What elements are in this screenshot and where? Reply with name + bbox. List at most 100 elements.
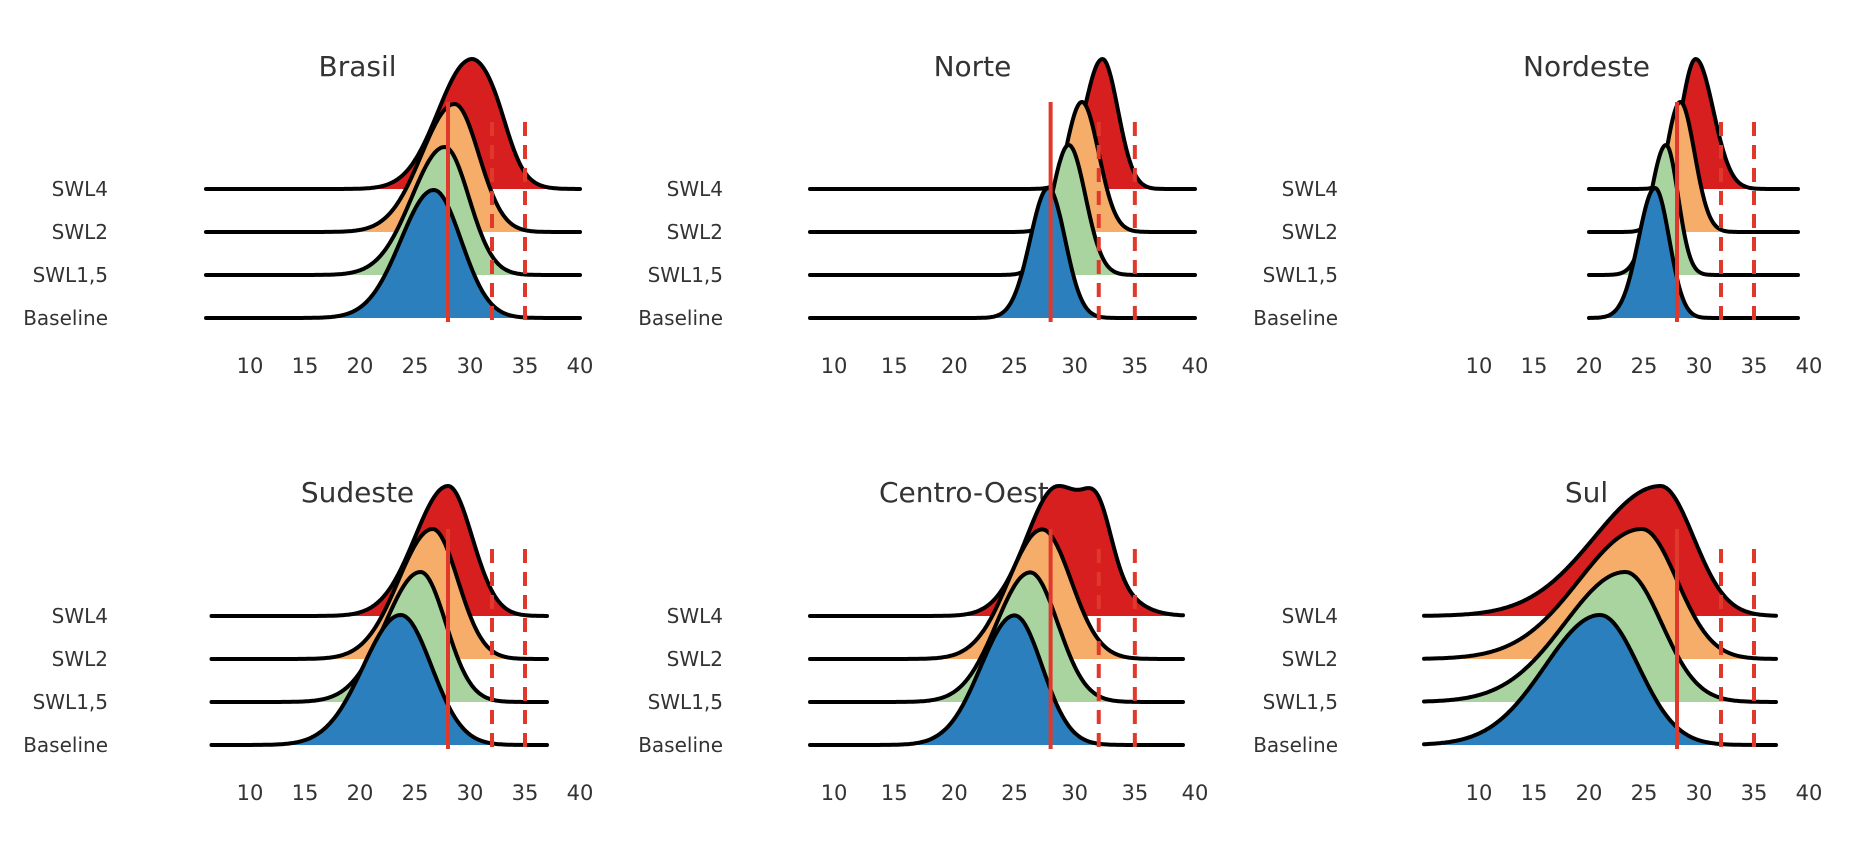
ridge-outline-swl1-5 <box>204 145 582 277</box>
series-label: SWL4 <box>52 177 108 201</box>
ridge-fill-swl4 <box>810 486 1183 616</box>
series-label: SWL2 <box>667 220 723 244</box>
ridge-outline-swl1-5 <box>1587 143 1800 277</box>
panel-sul: Sul SWL4 SWL2 SWL1,5 Baseline 10 15 20 25 30 35 40 <box>1253 476 1822 805</box>
x-tick-label: 30 <box>1061 781 1088 805</box>
ridge-fill-baseline <box>211 615 547 745</box>
series-label: Baseline <box>638 306 723 330</box>
series-label: SWL2 <box>1282 647 1338 671</box>
ridge-fill-swl2 <box>211 529 547 659</box>
x-tick-label: 40 <box>1182 781 1209 805</box>
ridge-fill-swl4 <box>1589 59 1798 189</box>
x-tick-label: 10 <box>237 781 264 805</box>
x-tick-label: 30 <box>1686 781 1713 805</box>
x-tick-label: 30 <box>1686 354 1713 378</box>
x-tick-label: 40 <box>567 354 594 378</box>
x-tick-label: 15 <box>881 781 908 805</box>
series-label: SWL2 <box>1282 220 1338 244</box>
series-label: SWL4 <box>667 604 723 628</box>
x-tick-label: 30 <box>1061 354 1088 378</box>
ridge-outline-swl4 <box>209 484 549 618</box>
ridge-fill-swl2 <box>1589 102 1798 232</box>
ridge-fill-swl2 <box>206 104 580 232</box>
x-tick-label: 40 <box>1182 354 1209 378</box>
ridge-outline-swl2 <box>808 527 1185 661</box>
ridge-fill-baseline <box>1424 615 1776 745</box>
series-label: SWL1,5 <box>648 263 723 287</box>
x-tick-label: 15 <box>1521 781 1548 805</box>
ridge-fill-baseline <box>1589 188 1798 318</box>
x-tick-label: 10 <box>821 781 848 805</box>
ridge-outline-baseline <box>1422 613 1778 747</box>
series-label: Baseline <box>1253 733 1338 757</box>
x-tick-label: 40 <box>567 781 594 805</box>
ridge-fill-swl4 <box>211 486 547 616</box>
ridge-outline-swl4 <box>1587 57 1800 191</box>
x-tick-label: 35 <box>512 781 539 805</box>
panel-title: Sul <box>1565 476 1608 509</box>
series-label: Baseline <box>1253 306 1338 330</box>
ridge-outline-swl2 <box>808 100 1197 234</box>
ridge-fill-baseline <box>810 188 1195 318</box>
series-label: Baseline <box>23 733 108 757</box>
x-tick-label: 15 <box>292 354 319 378</box>
ridge-outline-baseline <box>204 188 582 320</box>
series-label: SWL4 <box>667 177 723 201</box>
x-tick-label: 30 <box>457 781 484 805</box>
panel-title: Brasil <box>318 50 396 83</box>
ridge-outline-swl1-5 <box>808 570 1185 704</box>
panel-brasil: Brasil SWL4 SWL2 SWL1,5 Baseline 10 15 20 25 30 35… <box>23 50 593 378</box>
x-tick-label: 35 <box>1741 781 1768 805</box>
ridge-outline-baseline <box>1587 186 1800 320</box>
panel-title: Norte <box>934 50 1012 83</box>
x-tick-label: 15 <box>881 354 908 378</box>
ridge-outline-swl1-5 <box>808 143 1197 277</box>
ridge-fill-swl2 <box>810 102 1195 232</box>
ridge-fill-swl4 <box>206 59 580 189</box>
x-tick-label: 35 <box>1121 781 1148 805</box>
ridge-fill-swl1-5 <box>206 147 580 275</box>
x-tick-label: 25 <box>1001 781 1028 805</box>
ridge-outline-swl2 <box>1587 100 1800 234</box>
series-label: SWL1,5 <box>1263 263 1338 287</box>
x-tick-label: 20 <box>941 354 968 378</box>
x-tick-label: 20 <box>1576 354 1603 378</box>
x-tick-label: 25 <box>1001 354 1028 378</box>
x-tick-label: 30 <box>457 354 484 378</box>
series-label: SWL1,5 <box>33 263 108 287</box>
ridge-outline-swl2 <box>1422 527 1778 661</box>
series-label: SWL4 <box>1282 177 1338 201</box>
ridge-outline-swl4 <box>808 57 1197 191</box>
series-label: SWL1,5 <box>1263 690 1338 714</box>
x-tick-label: 15 <box>292 781 319 805</box>
series-label: SWL4 <box>1282 604 1338 628</box>
x-tick-label: 10 <box>1466 781 1493 805</box>
panel-nordeste: Nordeste SWL4 SWL2 SWL1,5 Baseline 10 15 20 25 30… <box>1253 50 1822 378</box>
series-label: SWL2 <box>52 647 108 671</box>
series-label: SWL1,5 <box>33 690 108 714</box>
ridge-outline-baseline <box>808 186 1197 320</box>
x-tick-label: 10 <box>237 354 264 378</box>
series-label: Baseline <box>638 733 723 757</box>
series-label: Baseline <box>23 306 108 330</box>
panel-norte: Norte SWL4 SWL2 SWL1,5 Baseline 10 15 20 25 30 35 4… <box>638 50 1208 378</box>
series-label: SWL2 <box>667 647 723 671</box>
x-tick-label: 25 <box>1631 354 1658 378</box>
panel-title: Nordeste <box>1523 50 1650 83</box>
x-tick-label: 20 <box>347 354 374 378</box>
series-label: SWL2 <box>52 220 108 244</box>
ridge-outline-baseline <box>808 613 1185 747</box>
x-tick-label: 35 <box>1121 354 1148 378</box>
ridge-fill-baseline <box>810 615 1183 745</box>
x-tick-label: 40 <box>1796 354 1823 378</box>
ridge-outline-swl4 <box>1422 484 1778 618</box>
panel-sudeste: Sudeste SWL4 SWL2 SWL1,5 Baseline 10 15 20 25 30 3… <box>23 476 593 805</box>
x-tick-label: 40 <box>1796 781 1823 805</box>
panel-title: Sudeste <box>301 476 414 509</box>
ridge-outline-swl2 <box>204 102 582 234</box>
ridge-fill-baseline <box>206 190 580 318</box>
x-tick-label: 25 <box>1631 781 1658 805</box>
panel-centro-oeste: Centro-Oeste SWL4 SWL2 SWL1,5 Baseline 10 15 20… <box>638 476 1208 805</box>
ridge-outline-swl1-5 <box>1422 570 1778 704</box>
ridge-fill-swl1-5 <box>810 145 1195 275</box>
